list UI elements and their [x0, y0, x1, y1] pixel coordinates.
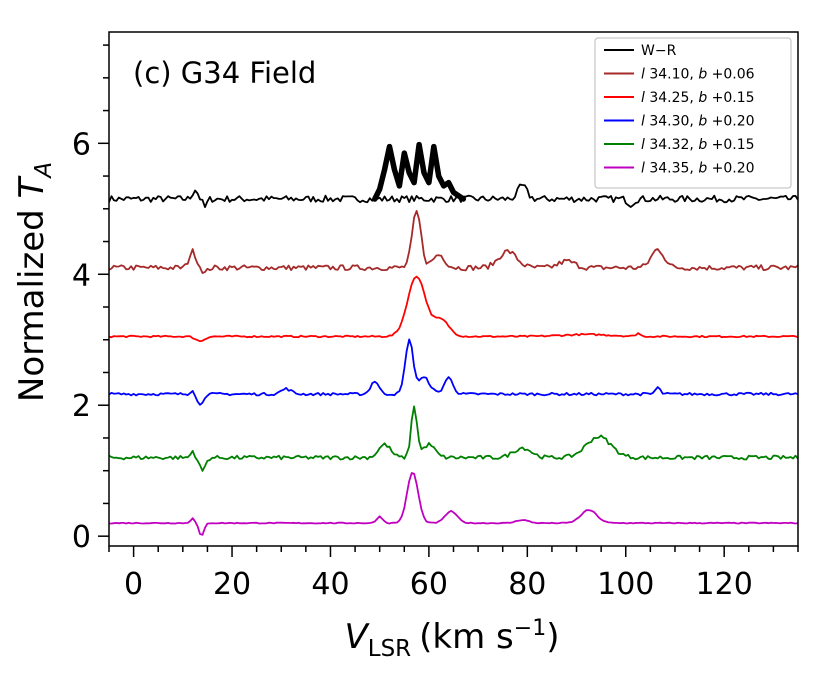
plot-area: [109, 141, 798, 536]
x-tick-label: 120: [696, 567, 753, 602]
legend: W−R l 34.10, b +0.06 l 34.25, b +0.15 l 34.…: [594, 37, 792, 189]
y-tick-label: 4: [72, 258, 91, 293]
legend-box: [594, 37, 792, 189]
legend-entries: W−R l 34.10, b +0.06 l 34.25, b +0.15 l 34.…: [604, 43, 755, 177]
x-tick-label: 80: [508, 567, 546, 602]
y-tick-label: 6: [72, 127, 91, 162]
series-line-5: [109, 472, 798, 536]
legend-label: l 34.32, b +0.15: [641, 137, 755, 153]
legend-label: l 34.30, b +0.20: [641, 114, 755, 130]
series-line-0: [109, 183, 798, 208]
series-line-3: [109, 338, 798, 406]
panel-title: (c) G34 Field: [133, 56, 316, 90]
series-line-1: [109, 210, 798, 274]
x-tick-label: 60: [410, 567, 448, 602]
x-tick-label: 0: [124, 567, 143, 602]
x-tick-label: 20: [213, 567, 251, 602]
y-tick-label: 2: [72, 389, 91, 424]
series-line-2: [109, 275, 798, 343]
x-axis-title: VLSR (km s−1): [345, 616, 560, 662]
series-line-4: [109, 405, 798, 472]
x-tick-label: 100: [597, 567, 654, 602]
axes: 0 20 40 60 80 100 120 0 2 4 6: [72, 31, 799, 602]
y-tick-label: 0: [72, 520, 91, 555]
series-highlight: [372, 141, 467, 202]
x-tick-label: 40: [311, 567, 349, 602]
legend-label: l 34.35, b +0.20: [641, 161, 755, 177]
legend-label: l 34.25, b +0.15: [641, 90, 755, 106]
legend-label: W−R: [641, 43, 677, 59]
legend-label: l 34.10, b +0.06: [641, 67, 755, 83]
y-axis-title: Normalized TA: [12, 162, 57, 402]
